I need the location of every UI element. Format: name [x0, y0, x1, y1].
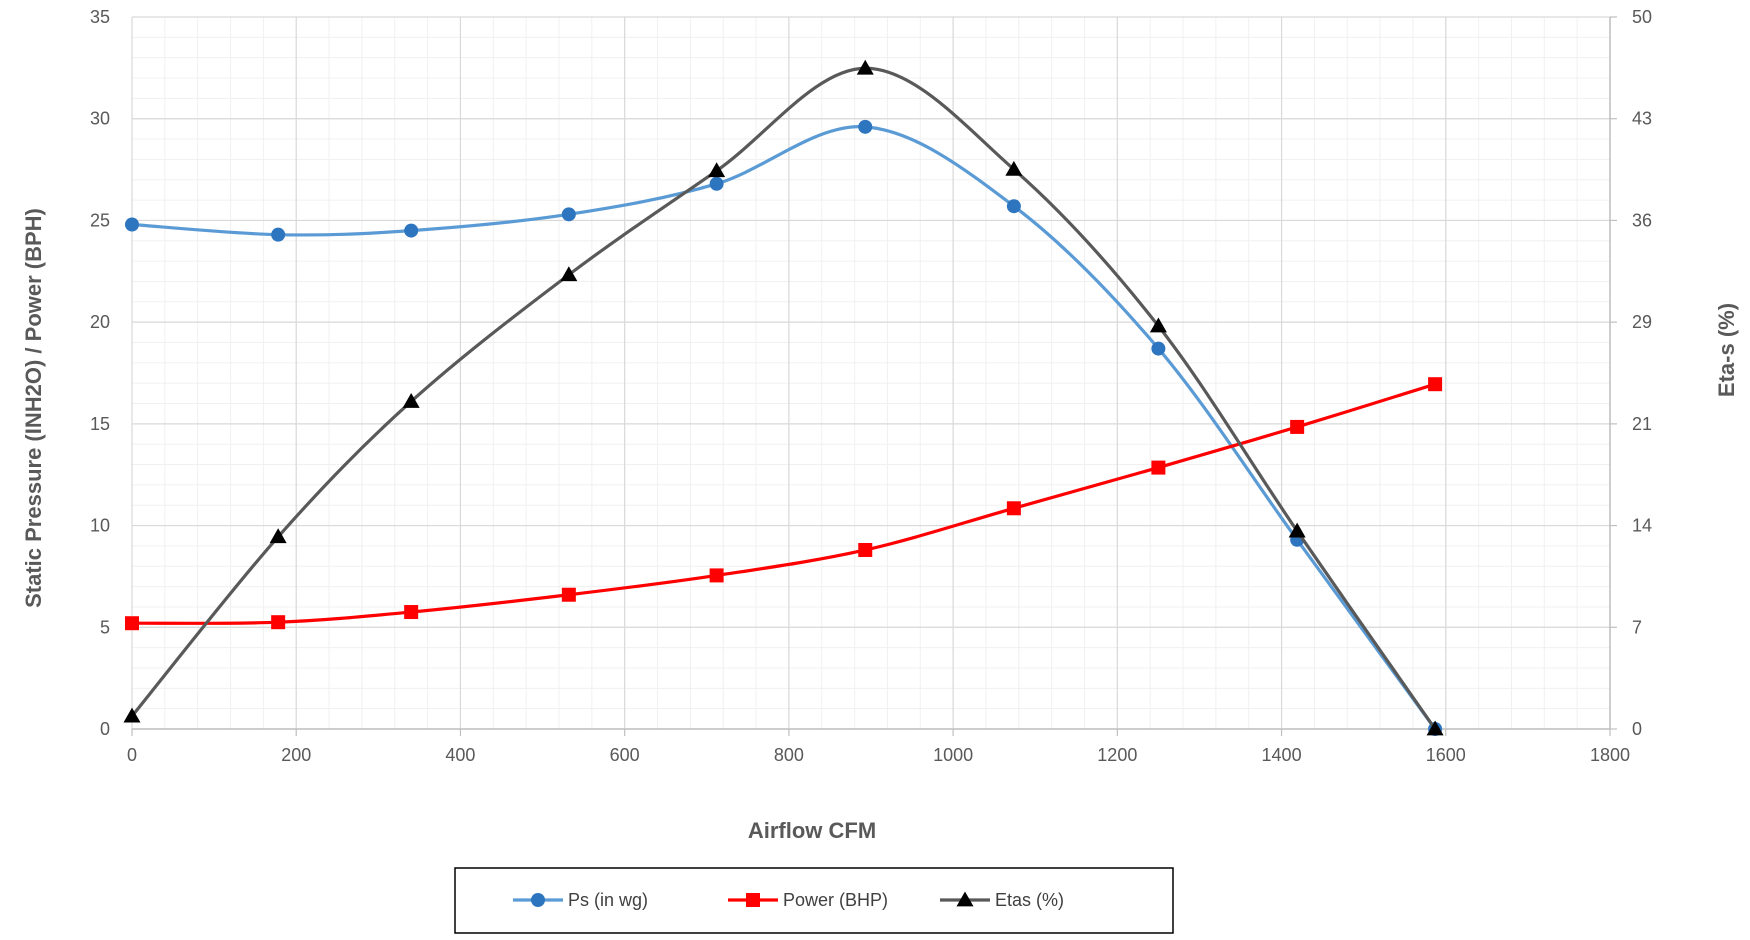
- data-point-power: [271, 615, 286, 630]
- x-axis-title: Airflow CFM: [748, 818, 876, 843]
- data-point-power: [1151, 460, 1166, 475]
- x-tick-label: 0: [127, 745, 137, 765]
- data-point-ps: [271, 227, 286, 242]
- data-point-etas: [856, 59, 874, 75]
- series-line-ps: [131, 125, 1437, 730]
- x-tick-label: 1200: [1097, 745, 1137, 765]
- data-point-etas: [708, 162, 726, 178]
- y2-tick-label: 50: [1632, 7, 1652, 27]
- data-point-power: [1006, 501, 1021, 516]
- series-layer: [123, 59, 1444, 736]
- data-point-ps: [404, 223, 419, 238]
- y-axis-title: Static Pressure (INH2O) / Power (BPH): [21, 208, 46, 608]
- y-tick-label: 25: [90, 210, 110, 230]
- data-point-etas: [560, 266, 578, 282]
- y2-tick-label: 43: [1632, 109, 1652, 129]
- legend-items: Ps (in wg) Power (BHP) Etas (%): [513, 890, 1064, 910]
- y2-axis-title: Eta-s (%): [1714, 303, 1739, 397]
- data-point-etas: [1288, 522, 1306, 538]
- data-point-etas: [123, 707, 141, 723]
- axes-layer: 0 200 400 600 800 1000 1200 1400 1600 18000510152…: [90, 7, 1652, 765]
- series-line-power: [131, 382, 1436, 625]
- y-tick-label: 20: [90, 312, 110, 332]
- x-tick-label: 1400: [1262, 745, 1302, 765]
- data-point-etas: [1005, 160, 1023, 176]
- data-point-power: [709, 568, 724, 583]
- y2-tick-label: 7: [1632, 617, 1642, 637]
- data-point-power: [561, 587, 576, 602]
- x-tick-label: 400: [445, 745, 475, 765]
- x-tick-label: 1800: [1590, 745, 1630, 765]
- legend-label-etas: Etas (%): [995, 890, 1064, 910]
- legend-marker-power: [746, 893, 760, 907]
- y2-tick-label: 14: [1632, 516, 1652, 536]
- x-tick-label: 800: [774, 745, 804, 765]
- series-power: [125, 377, 1443, 631]
- x-tick-label: 1600: [1426, 745, 1466, 765]
- legend-box: [454, 867, 1174, 934]
- legend-marker-ps: [531, 893, 545, 907]
- y2-tick-label: 21: [1632, 414, 1652, 434]
- y2-tick-label: 0: [1632, 719, 1642, 739]
- series-ps: [125, 119, 1443, 736]
- y-tick-label: 5: [100, 617, 110, 637]
- data-point-power: [125, 616, 139, 631]
- data-point-power: [1428, 377, 1443, 392]
- y2-tick-label: 36: [1632, 210, 1652, 230]
- data-point-etas: [1149, 317, 1167, 333]
- legend: Ps (in wg) Power (BHP) Etas (%): [454, 867, 1174, 934]
- data-point-power: [858, 542, 873, 557]
- data-point-etas: [402, 392, 420, 408]
- y-tick-label: 35: [90, 7, 110, 27]
- legend-label-ps: Ps (in wg): [568, 890, 648, 910]
- x-tick-label: 600: [610, 745, 640, 765]
- data-point-ps: [1006, 199, 1021, 214]
- x-tick-label: 200: [281, 745, 311, 765]
- data-point-etas: [1426, 720, 1444, 736]
- data-point-etas: [269, 528, 287, 544]
- series-line-etas: [130, 66, 1437, 730]
- legend-label-power: Power (BHP): [783, 890, 888, 910]
- y-tick-label: 0: [100, 719, 110, 739]
- y-tick-label: 15: [90, 414, 110, 434]
- data-point-ps: [709, 176, 724, 191]
- data-point-ps: [858, 119, 873, 134]
- legend-marker-etas: [956, 891, 974, 907]
- x-tick-label: 1000: [933, 745, 973, 765]
- y-tick-label: 30: [90, 109, 110, 129]
- series-etas: [123, 59, 1444, 736]
- y-tick-label: 10: [90, 516, 110, 536]
- y2-tick-label: 29: [1632, 312, 1652, 332]
- data-point-ps: [1151, 341, 1166, 356]
- data-point-power: [404, 605, 419, 620]
- data-point-ps: [125, 217, 139, 232]
- data-point-power: [1290, 419, 1305, 434]
- data-point-ps: [561, 207, 576, 222]
